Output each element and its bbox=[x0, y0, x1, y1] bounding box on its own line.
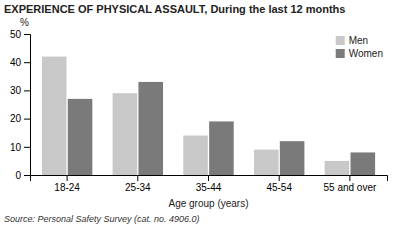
x-tick: 35-44 bbox=[196, 175, 222, 193]
x-axis-line bbox=[31, 176, 388, 182]
y-axis-line bbox=[24, 35, 31, 176]
y-tick-label: 50 bbox=[10, 29, 22, 40]
title: EXPERIENCE OF PHYSICAL ASSAULT, During t… bbox=[4, 3, 345, 15]
legend-label: Women bbox=[349, 48, 383, 59]
bar bbox=[351, 152, 376, 175]
y-axis: 0 10 20 30 40 50 bbox=[10, 29, 31, 181]
y-tick: 0 bbox=[15, 170, 30, 181]
bar-series bbox=[42, 57, 349, 175]
x-tick-mark bbox=[208, 175, 209, 181]
x-tick-label: 55 and over bbox=[323, 182, 376, 193]
bar bbox=[68, 99, 93, 175]
bar bbox=[325, 161, 350, 175]
bar bbox=[254, 150, 279, 175]
bars bbox=[42, 57, 375, 175]
y-tick-label: 40 bbox=[10, 57, 22, 68]
x-tick-mark bbox=[137, 175, 138, 181]
y-tick: 50 bbox=[10, 29, 30, 40]
y-tick-mark bbox=[24, 175, 30, 176]
source: Source: Personal Safety Survey (cat. no.… bbox=[4, 214, 200, 224]
legend-swatch bbox=[336, 49, 345, 58]
bar-series bbox=[68, 82, 375, 175]
y-tick-mark bbox=[24, 119, 30, 120]
x-tick-label: 35-44 bbox=[196, 182, 222, 193]
legend: Men Women bbox=[336, 35, 383, 59]
y-tick-mark bbox=[24, 34, 30, 35]
bar bbox=[183, 136, 208, 175]
bar bbox=[113, 93, 138, 175]
y-tick-label: 0 bbox=[15, 170, 21, 181]
x-tick-label: 45-54 bbox=[266, 182, 292, 193]
y-tick: 20 bbox=[10, 113, 30, 124]
y-tick-mark bbox=[24, 62, 30, 63]
y-tick: 40 bbox=[10, 57, 30, 68]
x-tick: 25-34 bbox=[125, 175, 151, 193]
x-axis: 18-24 25-34 35-44 45-54 55 and over bbox=[31, 175, 388, 193]
legend-item: Women bbox=[336, 48, 383, 59]
y-axis-title: % bbox=[20, 17, 29, 28]
legend-label: Men bbox=[349, 35, 368, 46]
x-tick-label: 18-24 bbox=[54, 182, 80, 193]
x-tick: 18-24 bbox=[54, 175, 80, 193]
bar bbox=[280, 141, 305, 175]
x-tick-mark bbox=[67, 175, 68, 181]
y-tick: 30 bbox=[10, 85, 30, 96]
x-tick-mark bbox=[349, 175, 350, 181]
bar bbox=[209, 121, 234, 175]
x-axis-title: Age group (years) bbox=[168, 198, 248, 209]
x-tick-mark bbox=[279, 175, 280, 181]
y-tick-label: 10 bbox=[10, 142, 22, 153]
bar bbox=[42, 57, 67, 175]
plot: 0 10 20 30 40 50 18-24 25-34 35-44 45-54 55 and ov… bbox=[10, 29, 388, 193]
x-tick-label: 25-34 bbox=[125, 182, 151, 193]
y-tick-label: 20 bbox=[10, 113, 22, 124]
y-tick-mark bbox=[24, 90, 30, 91]
y-tick: 10 bbox=[10, 142, 30, 153]
legend-item: Men bbox=[336, 35, 368, 46]
bar bbox=[138, 82, 163, 175]
x-tick: 45-54 bbox=[266, 175, 292, 193]
legend-swatch bbox=[336, 36, 345, 45]
y-tick-label: 30 bbox=[10, 85, 22, 96]
y-tick-mark bbox=[24, 147, 30, 148]
chart: 0 10 20 30 40 50 18-24 25-34 35-44 45-54 55 and ov… bbox=[0, 0, 397, 227]
x-tick: 55 and over bbox=[323, 175, 376, 193]
